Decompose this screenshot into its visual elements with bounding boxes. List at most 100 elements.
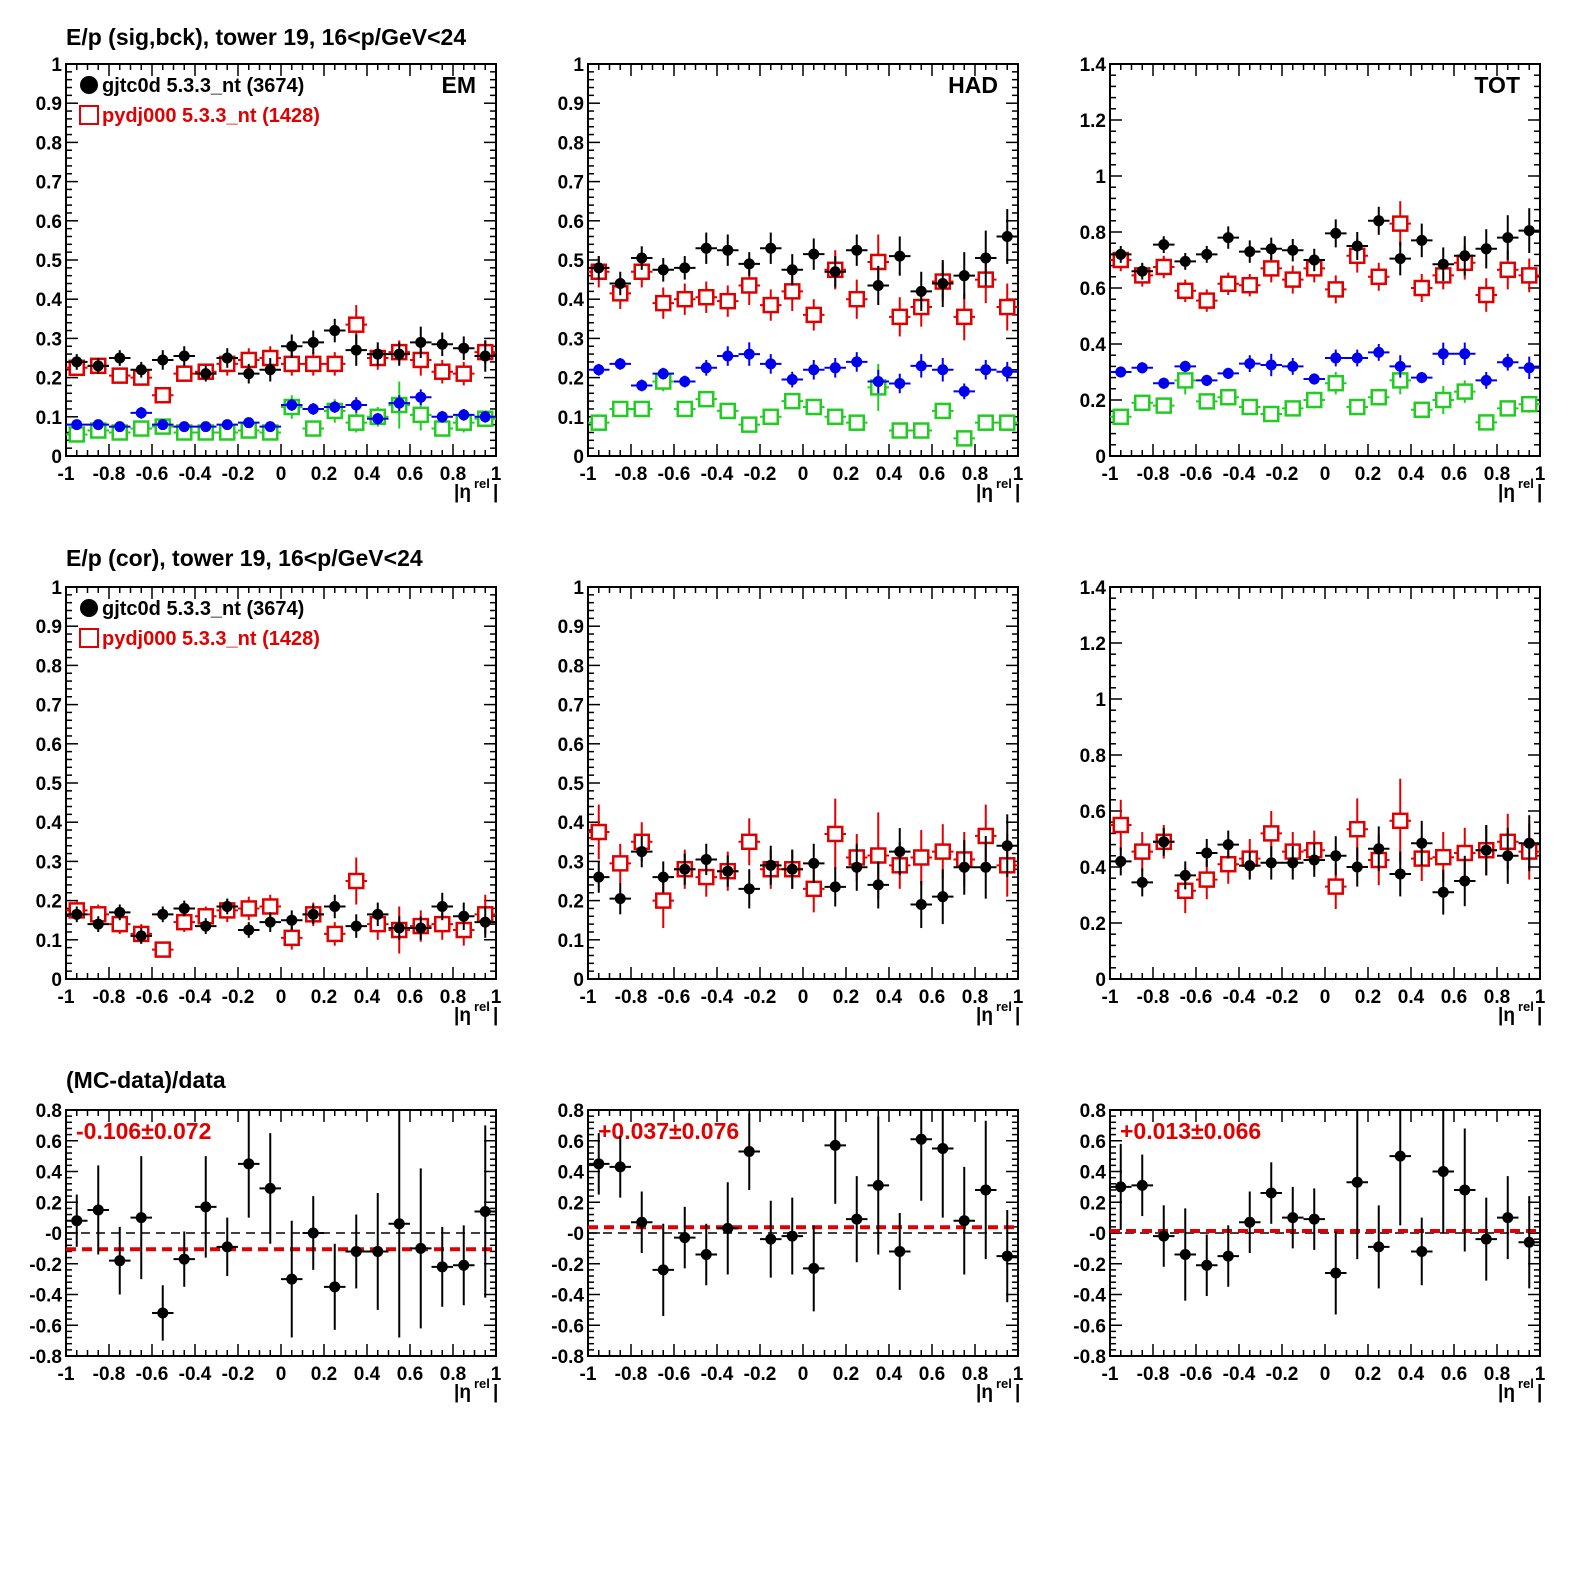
point-data	[453, 902, 475, 930]
y-tick-label: 1	[51, 55, 62, 76]
point-data_bck	[259, 421, 281, 433]
data-marker	[92, 918, 104, 930]
point-data	[1389, 851, 1411, 897]
data-marker	[1201, 374, 1213, 386]
point-data	[1389, 1110, 1411, 1226]
mc-marker	[698, 288, 715, 306]
point-data	[152, 1285, 174, 1341]
point-data	[1196, 246, 1218, 263]
point-data	[824, 256, 846, 288]
point-data	[674, 256, 696, 280]
point-mc	[910, 830, 932, 885]
point-data	[889, 236, 911, 276]
point-data	[1153, 236, 1175, 253]
y-tick-label: 0.8	[1080, 746, 1106, 767]
data-marker	[393, 1218, 405, 1230]
data-marker	[851, 861, 863, 873]
point-data_bck	[889, 373, 911, 394]
point-data	[173, 1231, 195, 1287]
x-tick-label: 0.2	[311, 1364, 337, 1385]
y-tick-label: 0.2	[36, 1193, 62, 1214]
mc-marker	[655, 294, 672, 312]
point-data_bck	[760, 354, 782, 374]
point-data	[695, 232, 717, 264]
point-data	[87, 358, 109, 374]
data-marker	[243, 1158, 255, 1170]
point-mc	[238, 896, 260, 921]
legend-mc-label: pydj000 5.3.3_nt (1428)	[102, 628, 320, 650]
ratio-fit-label: -0.106±0.072	[76, 1118, 211, 1144]
point-data	[259, 358, 281, 382]
legend-mc-marker	[79, 628, 99, 648]
data-marker	[872, 376, 884, 388]
point-data_bck	[996, 361, 1018, 382]
point-data_bck	[345, 397, 367, 413]
point-data	[66, 354, 88, 370]
data-marker	[786, 1230, 798, 1242]
point-data_bck	[152, 419, 174, 431]
point-mc_bck	[1153, 397, 1175, 414]
data-marker	[436, 338, 448, 350]
point-mc_bck	[1131, 394, 1153, 412]
legend-mc-marker	[79, 105, 99, 125]
y-tick-label: 1	[1095, 167, 1106, 188]
data-marker	[157, 1307, 169, 1319]
data-marker	[1222, 839, 1234, 851]
point-data	[1153, 1205, 1175, 1267]
data-marker	[894, 1245, 906, 1257]
mc-marker	[1241, 398, 1258, 416]
data-marker	[221, 900, 233, 912]
y-tick-label: 0.8	[36, 1101, 62, 1122]
point-data	[695, 843, 717, 876]
x-tick-label: 0	[276, 1364, 287, 1385]
data-marker	[200, 920, 212, 932]
data-marker	[479, 411, 491, 423]
point-mc	[431, 359, 453, 384]
mc-marker	[1198, 871, 1215, 888]
data-marker	[1001, 230, 1013, 242]
point-mc	[1217, 272, 1239, 295]
point-mc_bck	[1303, 391, 1325, 409]
point-mc	[1196, 289, 1218, 312]
y-tick-label: 0.6	[36, 735, 62, 756]
data-marker	[329, 325, 341, 337]
mc-marker	[1177, 282, 1194, 300]
point-data_bck	[588, 363, 610, 376]
point-data_bck	[1239, 355, 1261, 372]
data-marker	[1222, 232, 1234, 244]
data-marker	[135, 407, 147, 419]
y-tick-label: 0.7	[36, 696, 62, 717]
x-tick-label: 0.4	[354, 1364, 381, 1385]
data-marker	[1373, 346, 1385, 358]
data-marker	[479, 916, 491, 928]
data-marker	[1179, 1249, 1191, 1261]
point-mc_bck	[1282, 400, 1304, 417]
data-marker	[786, 863, 798, 875]
data-marker	[1001, 1250, 1013, 1262]
x-tick-label: 0.6	[1441, 464, 1467, 485]
point-mc_bck	[631, 400, 653, 418]
point-data	[1325, 219, 1347, 248]
point-data_bck	[195, 421, 217, 433]
point-data	[889, 828, 911, 876]
point-mc	[953, 293, 975, 341]
point-data	[803, 1225, 825, 1312]
point-mc_bck	[1411, 401, 1433, 419]
x-axis-title-end: |	[1015, 1382, 1020, 1403]
row-title-ratio: (MC-data)/data	[66, 1067, 226, 1093]
data-marker	[872, 279, 884, 291]
data-marker	[458, 409, 470, 421]
point-mc	[1110, 799, 1132, 851]
data-marker	[851, 244, 863, 256]
x-axis-title-sup: rel	[996, 476, 1012, 491]
point-data	[717, 1182, 739, 1275]
series-mc_bck	[588, 363, 1018, 447]
point-data	[66, 906, 88, 923]
x-tick-label: -0.8	[615, 1364, 648, 1385]
data-marker	[1416, 234, 1428, 246]
mc-marker	[676, 290, 693, 308]
point-mc	[674, 283, 696, 315]
legend-mc-label: pydj000 5.3.3_nt (1428)	[102, 105, 320, 127]
y-tick-label: 0.2	[558, 1193, 584, 1214]
point-data	[109, 350, 131, 366]
